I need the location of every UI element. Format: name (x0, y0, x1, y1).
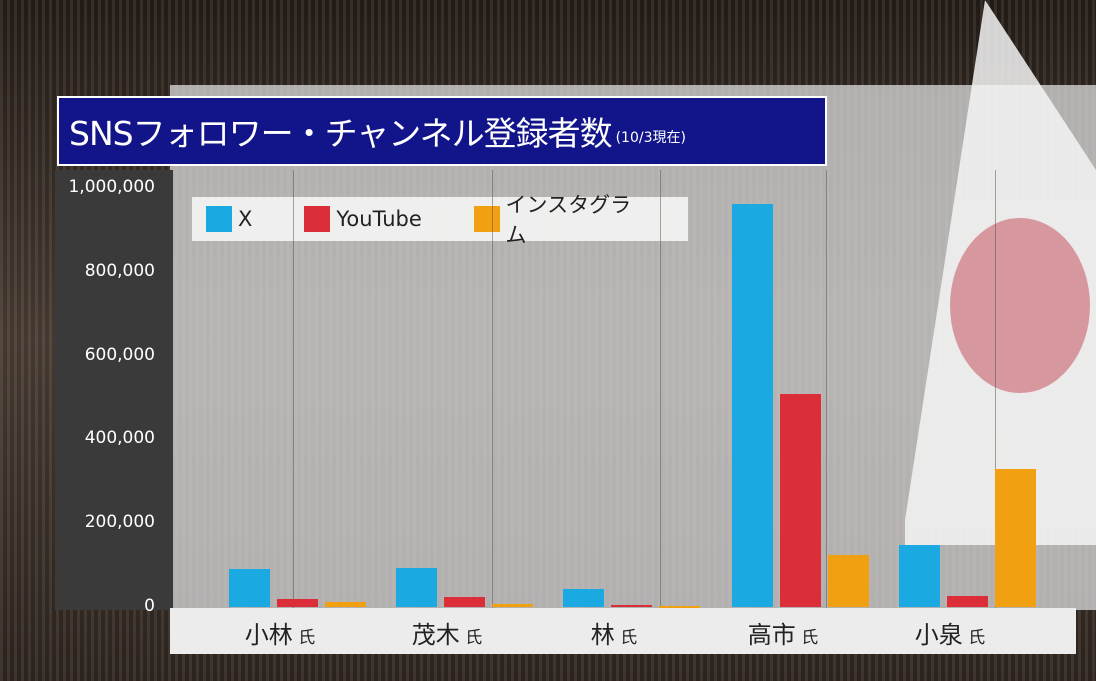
bar-X-小泉 (899, 544, 940, 607)
y-tick-label: 0 (144, 596, 155, 616)
bar-インスタグラム-高市 (828, 555, 869, 607)
y-tick-label: 600,000 (84, 344, 155, 365)
category-band (170, 608, 1076, 654)
legend-swatch (206, 206, 232, 232)
category-label: 茂木 氏 (411, 621, 483, 649)
grid-line (293, 170, 294, 608)
y-tick-label: 800,000 (84, 260, 155, 281)
grid-line (492, 170, 493, 608)
legend-swatch (473, 206, 500, 232)
bar-インスタグラム-林 (659, 606, 700, 609)
category-label: 小泉 氏 (914, 621, 986, 649)
chart-title: SNSフォロワー・チャンネル登録者数 (10/3現在) (57, 96, 827, 166)
category-label: 林 氏 (590, 621, 638, 649)
bar-インスタグラム-茂木 (492, 604, 533, 607)
legend-label: インスタグラム (505, 193, 632, 247)
legend: X YouTube インスタグラム (192, 193, 688, 247)
y-tick-label: 1,000,000 (68, 177, 155, 197)
bar-インスタグラム-小泉 (995, 469, 1036, 607)
y-axis-panel (55, 170, 173, 610)
bar-インスタグラム-小林 (325, 601, 366, 607)
bar-YouTube-高市 (780, 394, 821, 607)
legend-item-youtube: YouTube (304, 206, 422, 232)
legend-item-x: X (206, 206, 252, 232)
legend-label: X (238, 207, 253, 231)
legend-item-instagram: インスタグラム (473, 189, 650, 249)
bar-X-小林 (229, 568, 270, 607)
bar-X-高市 (732, 203, 773, 607)
legend-label: YouTube (336, 207, 422, 231)
y-tick-label: 200,000 (84, 512, 155, 533)
y-tick-label: 400,000 (84, 428, 155, 449)
bar-X-林 (563, 588, 604, 607)
bar-X-茂木 (396, 568, 437, 607)
legend-swatch (304, 206, 331, 232)
title-text: SNSフォロワー・チャンネル登録者数 (69, 114, 613, 153)
bar-YouTube-小泉 (947, 596, 988, 607)
flag-sun (950, 218, 1090, 393)
subtitle-text: (10/3現在) (615, 130, 686, 146)
bar-YouTube-林 (611, 605, 652, 608)
category-label: 小林 氏 (244, 621, 316, 649)
category-label: 高市 氏 (747, 621, 819, 649)
grid-line (660, 170, 661, 608)
bar-YouTube-茂木 (444, 596, 485, 607)
grid-line (995, 170, 996, 608)
grid-line (826, 170, 827, 608)
bar-YouTube-小林 (277, 599, 318, 607)
